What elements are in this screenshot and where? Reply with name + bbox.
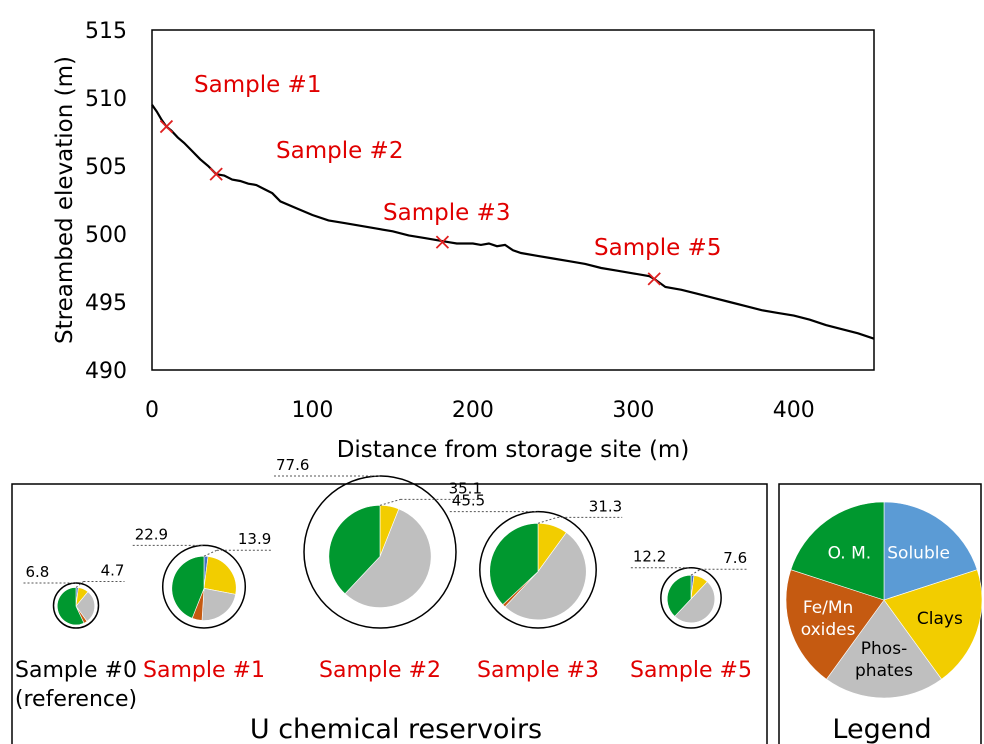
total-circle [161, 544, 247, 629]
legend-slice: Phos-phates [825, 599, 943, 699]
y-tick-label: 505 [85, 155, 127, 180]
legend-slice-label: Soluble [887, 543, 950, 563]
legend-slice-shape [883, 501, 978, 601]
legend-slice-label: oxides [801, 620, 856, 640]
pie-sample-label: Sample #1 [143, 658, 265, 683]
total-value: 6.8 [26, 563, 50, 581]
reservoir-pie: 45.5 31.3 Sample #3 [449, 492, 623, 683]
pie-slice-o-m- [171, 555, 205, 619]
x-tick-label: 0 [145, 398, 159, 423]
reservoirs-frame [11, 483, 768, 744]
legend-slice-label: Fe/Mn [803, 598, 853, 618]
y-tick-label: 515 [85, 19, 127, 44]
inner-value: 31.3 [589, 497, 622, 515]
pie-slice-clays [203, 556, 237, 595]
legend-slice-shape [785, 569, 885, 680]
inner-leader [690, 568, 701, 576]
legend-slice-shape [825, 599, 943, 699]
reservoirs-panel: 6.8 4.7 Sample #0 (reference) 22.9 13.9 Sample… [11, 456, 768, 744]
pie-sample-label: Sample #5 [630, 658, 752, 683]
pie-slice-o-m- [57, 587, 85, 626]
pie-slice-phosphates [344, 508, 432, 608]
pie-sample-label: Sample #2 [319, 658, 441, 683]
inner-leader [379, 498, 401, 506]
total-circle [52, 582, 100, 629]
inner-value: 7.6 [723, 549, 747, 567]
pie-sample-label: Sample #3 [477, 658, 599, 683]
y-tick-label: 500 [85, 223, 127, 248]
sample-label-5: Sample #5 [594, 235, 721, 261]
y-axis-title: Streambed elevation (m) [52, 56, 78, 344]
legend-slice-label: Clays [917, 609, 963, 629]
legend-slice: Soluble [883, 501, 978, 601]
legend-slice-shape [790, 501, 885, 601]
total-value: 45.5 [452, 492, 485, 510]
reservoir-pie: 22.9 13.9 Sample #1 [132, 525, 272, 683]
pie-slice-o-m- [666, 574, 692, 617]
total-value: 12.2 [633, 548, 666, 566]
legend-slice-shape [883, 569, 983, 680]
x-tick-label: 100 [291, 398, 333, 423]
sample-marker [209, 167, 223, 181]
y-tick-label: 510 [85, 87, 127, 112]
inner-leader [75, 581, 84, 588]
legend-title: Legend [832, 714, 931, 744]
y-tick-label: 495 [85, 291, 127, 316]
pie-slice-phosphates [504, 532, 587, 621]
plot-frame [151, 29, 875, 371]
reservoir-pie: 12.2 7.6 Sample #5 [630, 548, 752, 683]
x-axis-ticks: 0 100 200 300 400 [145, 398, 815, 423]
legend-slice-label: Phos- [861, 639, 907, 659]
sample-label-2: Sample #2 [276, 138, 403, 164]
pie-slice-o-m- [489, 523, 539, 606]
total-value: 77.6 [276, 456, 309, 474]
pie-sample-label: Sample #0 [15, 658, 137, 683]
pie-slice-phosphates [674, 581, 716, 624]
inner-value: 35.1 [449, 479, 482, 497]
pie-sample-sublabel: (reference) [15, 687, 137, 712]
reservoirs-title: U chemical reservoirs [250, 714, 542, 744]
x-tick-label: 200 [452, 398, 494, 423]
sample-marker [435, 235, 450, 249]
pie-slice-phosphates [75, 591, 95, 622]
x-tick-label: 300 [612, 398, 654, 423]
inner-leader [203, 549, 218, 557]
pie-slice-o-m- [328, 505, 381, 595]
legend-slice: O. M. [790, 501, 885, 601]
pie-slice-phosphates [201, 587, 236, 621]
inner-value: 13.9 [238, 530, 271, 548]
x-axis-title: Distance from storage site (m) [337, 437, 690, 463]
total-value: 22.9 [135, 525, 168, 543]
elevation-chart: 490 495 500 505 510 515 0 100 200 300 400 Sample … [52, 19, 875, 463]
legend-slice-label: O. M. [828, 543, 872, 563]
legend-slice-label: phates [855, 661, 913, 681]
sample-markers [159, 119, 661, 286]
reservoir-pie: 77.6 35.1 Sample #2 [274, 456, 482, 683]
reservoir-pies: 6.8 4.7 Sample #0 (reference) 22.9 13.9 Sample… [15, 456, 752, 712]
x-tick-label: 400 [773, 398, 815, 423]
inner-value: 4.7 [101, 561, 125, 579]
reservoir-pie: 6.8 4.7 Sample #0 (reference) [15, 561, 137, 712]
sample-label-1: Sample #1 [194, 72, 321, 98]
sample-label-3: Sample #3 [383, 200, 510, 226]
legend-slice: Clays [883, 569, 983, 680]
sample-marker [159, 119, 174, 134]
inner-leader [537, 516, 558, 524]
y-axis-ticks: 490 495 500 505 510 515 [85, 19, 127, 384]
sample-marker [647, 272, 661, 286]
elevation-profile-line [151, 104, 875, 340]
y-tick-label: 490 [85, 359, 127, 384]
